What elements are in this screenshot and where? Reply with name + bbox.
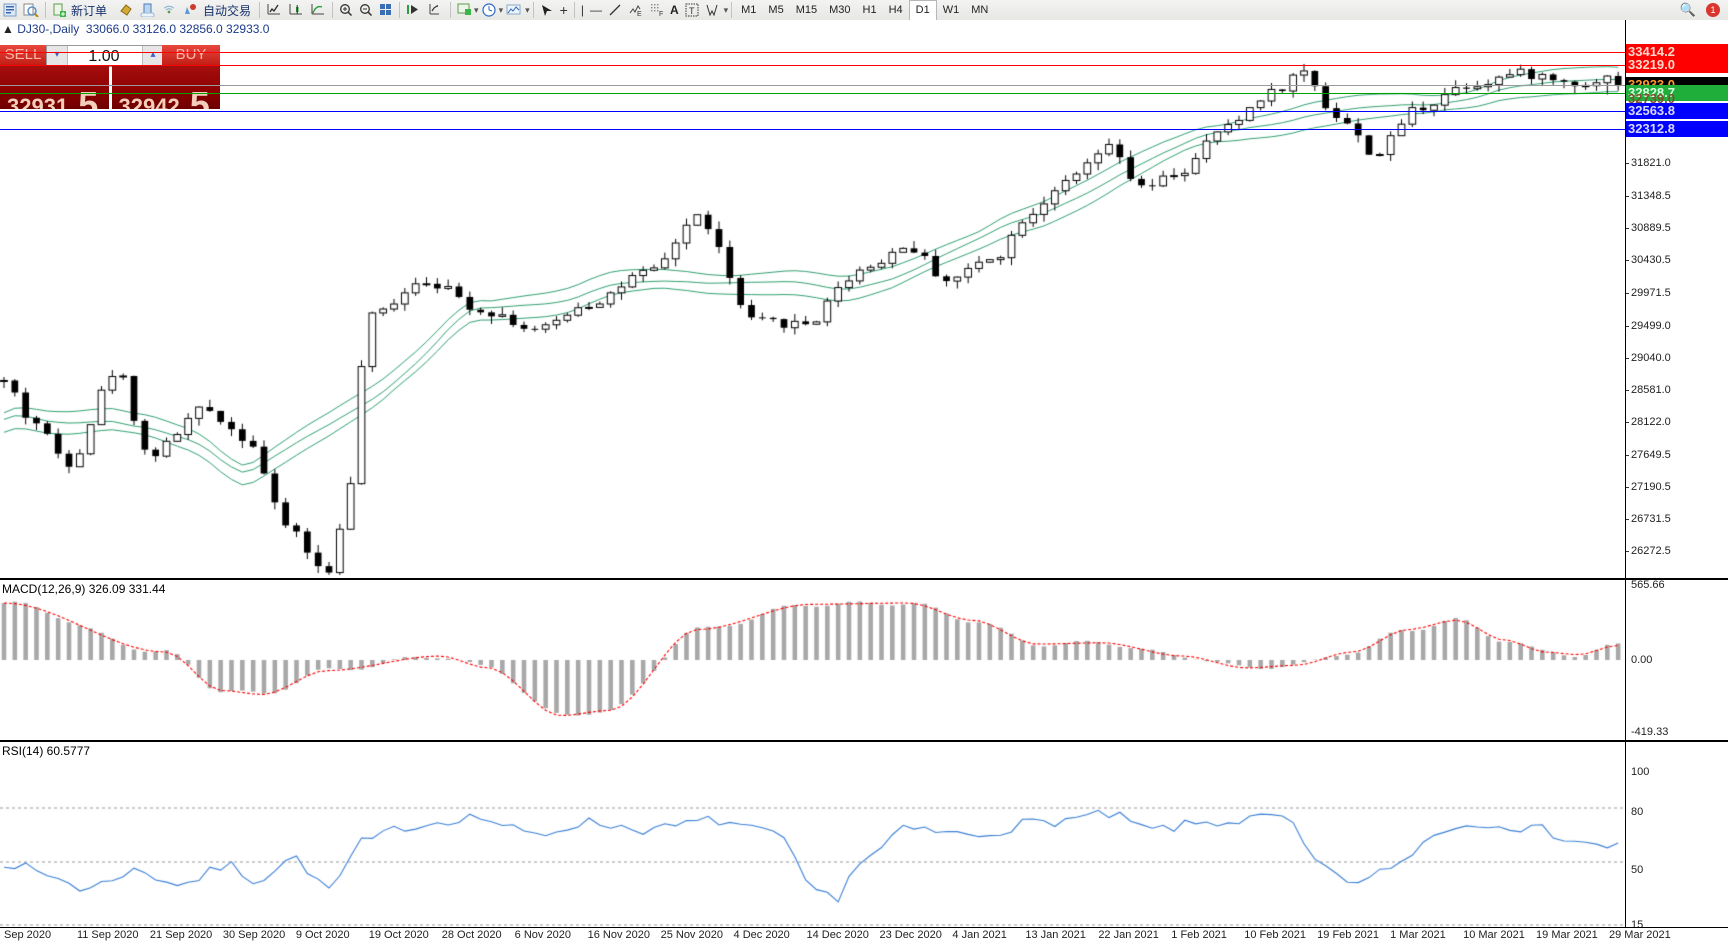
svg-text:E: E: [637, 11, 642, 17]
svg-text:F: F: [659, 11, 663, 17]
svg-text:T: T: [689, 6, 695, 16]
